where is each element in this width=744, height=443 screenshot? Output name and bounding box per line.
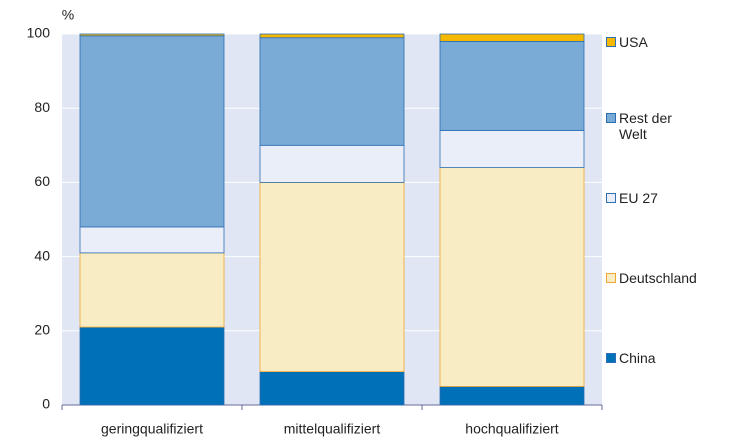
legend-label: USA (619, 34, 648, 50)
bar-segment (259, 181, 405, 373)
x-tick-label: hochqualifiziert (465, 421, 558, 437)
legend-item: EU 27 (606, 190, 739, 206)
bar-segment (259, 33, 405, 39)
legend-swatch (606, 37, 616, 47)
bar-segment (259, 144, 405, 183)
bar-segment (259, 37, 405, 146)
bar-segment (439, 167, 585, 387)
legend-swatch (606, 273, 616, 283)
y-axis-label: % (62, 7, 74, 23)
legend-swatch (606, 353, 616, 363)
bar-segment (79, 226, 225, 254)
legend-label: China (619, 350, 656, 366)
y-tick-label: 40 (34, 247, 50, 263)
legend-item: China (606, 350, 739, 366)
legend-label: Rest der Welt (619, 110, 672, 142)
y-tick-label: 100 (27, 25, 51, 41)
x-tick-label: geringqualifiziert (101, 421, 203, 437)
bar-segment (79, 252, 225, 328)
legend-swatch (606, 193, 616, 203)
bar-segment (79, 35, 225, 228)
bar-segment (79, 33, 225, 37)
bar-segment (439, 33, 585, 42)
y-tick-label: 0 (42, 396, 50, 412)
y-tick-label: 60 (34, 173, 50, 189)
bar-segment (259, 371, 405, 406)
legend-item: Deutschland (606, 270, 739, 286)
bar-segment (439, 41, 585, 131)
bar-segment (79, 326, 225, 406)
y-tick-label: 20 (34, 322, 50, 338)
legend-label: EU 27 (619, 190, 658, 206)
legend-label: Deutschland (619, 270, 697, 286)
bar-segment (439, 130, 585, 168)
x-tick-label: mittelqualifiziert (284, 421, 381, 437)
legend-item: USA (606, 34, 739, 50)
legend-swatch (606, 113, 616, 123)
bar-segment (439, 386, 585, 406)
y-tick-label: 80 (34, 99, 50, 115)
legend-item: Rest der Welt (606, 110, 694, 142)
